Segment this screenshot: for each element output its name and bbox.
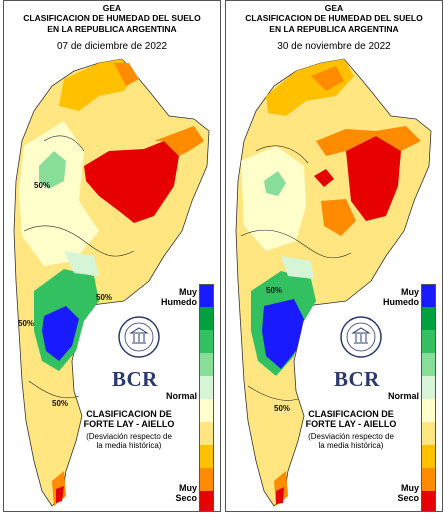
region-orange-ne <box>154 126 204 156</box>
region-red-n <box>314 169 334 187</box>
contour-line <box>247 385 299 401</box>
classification-title: CLASIFICACION DE FORTE LAY - AIELLO <box>305 409 397 429</box>
map-title-line2: EN LA REPUBLICA ARGENTINA <box>47 24 177 34</box>
region-normal-center <box>19 121 99 266</box>
map-panel-right: GEA CLASIFICACION DE HUMEDAD DEL SUELO E… <box>225 0 443 512</box>
contour-line <box>23 225 135 257</box>
legend-swatch <box>421 491 436 511</box>
legend-swatch <box>421 330 436 353</box>
legend-bottom-label: Muy Seco <box>175 483 197 503</box>
legend-swatch <box>199 399 214 422</box>
legend-swatch <box>421 353 436 376</box>
map-date: 30 de noviembre de 2022 <box>277 41 391 52</box>
legend-bottom-label: Muy Seco <box>397 483 419 503</box>
contour-label: 50% <box>52 399 69 408</box>
legend-swatch <box>421 399 436 422</box>
contour-label: 50% <box>266 286 283 295</box>
region-orange-n <box>114 63 139 86</box>
legend-mid-label: Normal <box>165 391 197 401</box>
legend-swatch <box>199 284 214 307</box>
bcr-logo-text: BCR <box>334 367 380 391</box>
region-orange-n <box>311 66 344 91</box>
region-very-dry-ne <box>84 141 179 223</box>
region-light-wet <box>64 251 99 276</box>
legend-color-scale <box>421 284 436 511</box>
region-light-wet <box>281 256 314 279</box>
map-title-line2: EN LA REPUBLICA ARGENTINA <box>269 24 399 34</box>
region-very-wet-south <box>262 299 304 369</box>
legend-top-label: Muy Humedo <box>161 287 197 307</box>
contour-line <box>43 135 85 152</box>
legend-swatch <box>199 330 214 353</box>
legend-swatch <box>199 468 214 491</box>
legend-swatch <box>421 307 436 330</box>
contour-line <box>240 229 352 259</box>
legend-top-label: Muy Humedo <box>383 287 419 307</box>
legend-swatch <box>421 468 436 491</box>
region-red-south <box>276 487 284 504</box>
legend-swatch <box>199 422 214 445</box>
bcr-seal-icon <box>340 316 382 358</box>
region-orange-ne <box>316 126 421 156</box>
argentina-soil-moisture-map <box>235 58 432 507</box>
map-title-line1: CLASIFICACION DE HUMEDAD DEL SUELO <box>245 13 423 23</box>
contour-label: 50% <box>34 181 51 190</box>
map-date: 07 de diciembre de 2022 <box>56 41 168 52</box>
legend-swatch <box>199 353 214 376</box>
classification-description: (Desviación respecto de la media históric… <box>308 432 394 450</box>
map-panel-left: GEA CLASIFICACION DE HUMEDAD DEL SUELO E… <box>3 0 221 512</box>
contour-line <box>255 145 309 164</box>
region-dry-nw <box>59 59 134 111</box>
region-very-dry-ne <box>346 136 401 221</box>
legend-swatch <box>421 376 436 399</box>
legend-swatch <box>199 445 214 468</box>
bcr-logo-text: BCR <box>112 367 158 391</box>
region-normal-center <box>241 146 306 251</box>
legend-color-scale <box>199 284 214 511</box>
legend-swatch <box>421 422 436 445</box>
map-title-line1: CLASIFICACION DE HUMEDAD DEL SUELO <box>23 13 201 23</box>
legend-swatch <box>199 491 214 511</box>
legend-swatch <box>199 307 214 330</box>
region-very-wet-south <box>42 306 79 361</box>
contour-label: 50% <box>18 319 35 328</box>
region-wet-center <box>264 171 286 196</box>
region-red-south <box>56 486 64 503</box>
contour-line <box>28 380 80 399</box>
org-label: GEA <box>102 3 122 13</box>
org-label: GEA <box>324 3 344 13</box>
legend-swatch <box>421 284 436 307</box>
legend-swatch <box>421 445 436 468</box>
region-orange-center <box>321 199 356 236</box>
contour-label: 50% <box>274 404 291 413</box>
region-wet-center <box>39 151 66 189</box>
classification-description: (Desviación respecto de la media históric… <box>86 432 172 450</box>
argentina-soil-moisture-map <box>13 58 210 507</box>
classification-title: CLASIFICACION DE FORTE LAY - AIELLO <box>83 409 175 429</box>
bcr-seal-icon <box>118 316 160 358</box>
legend-swatch <box>199 376 214 399</box>
contour-label: 50% <box>96 293 113 302</box>
legend-mid-label: Normal <box>387 391 419 401</box>
